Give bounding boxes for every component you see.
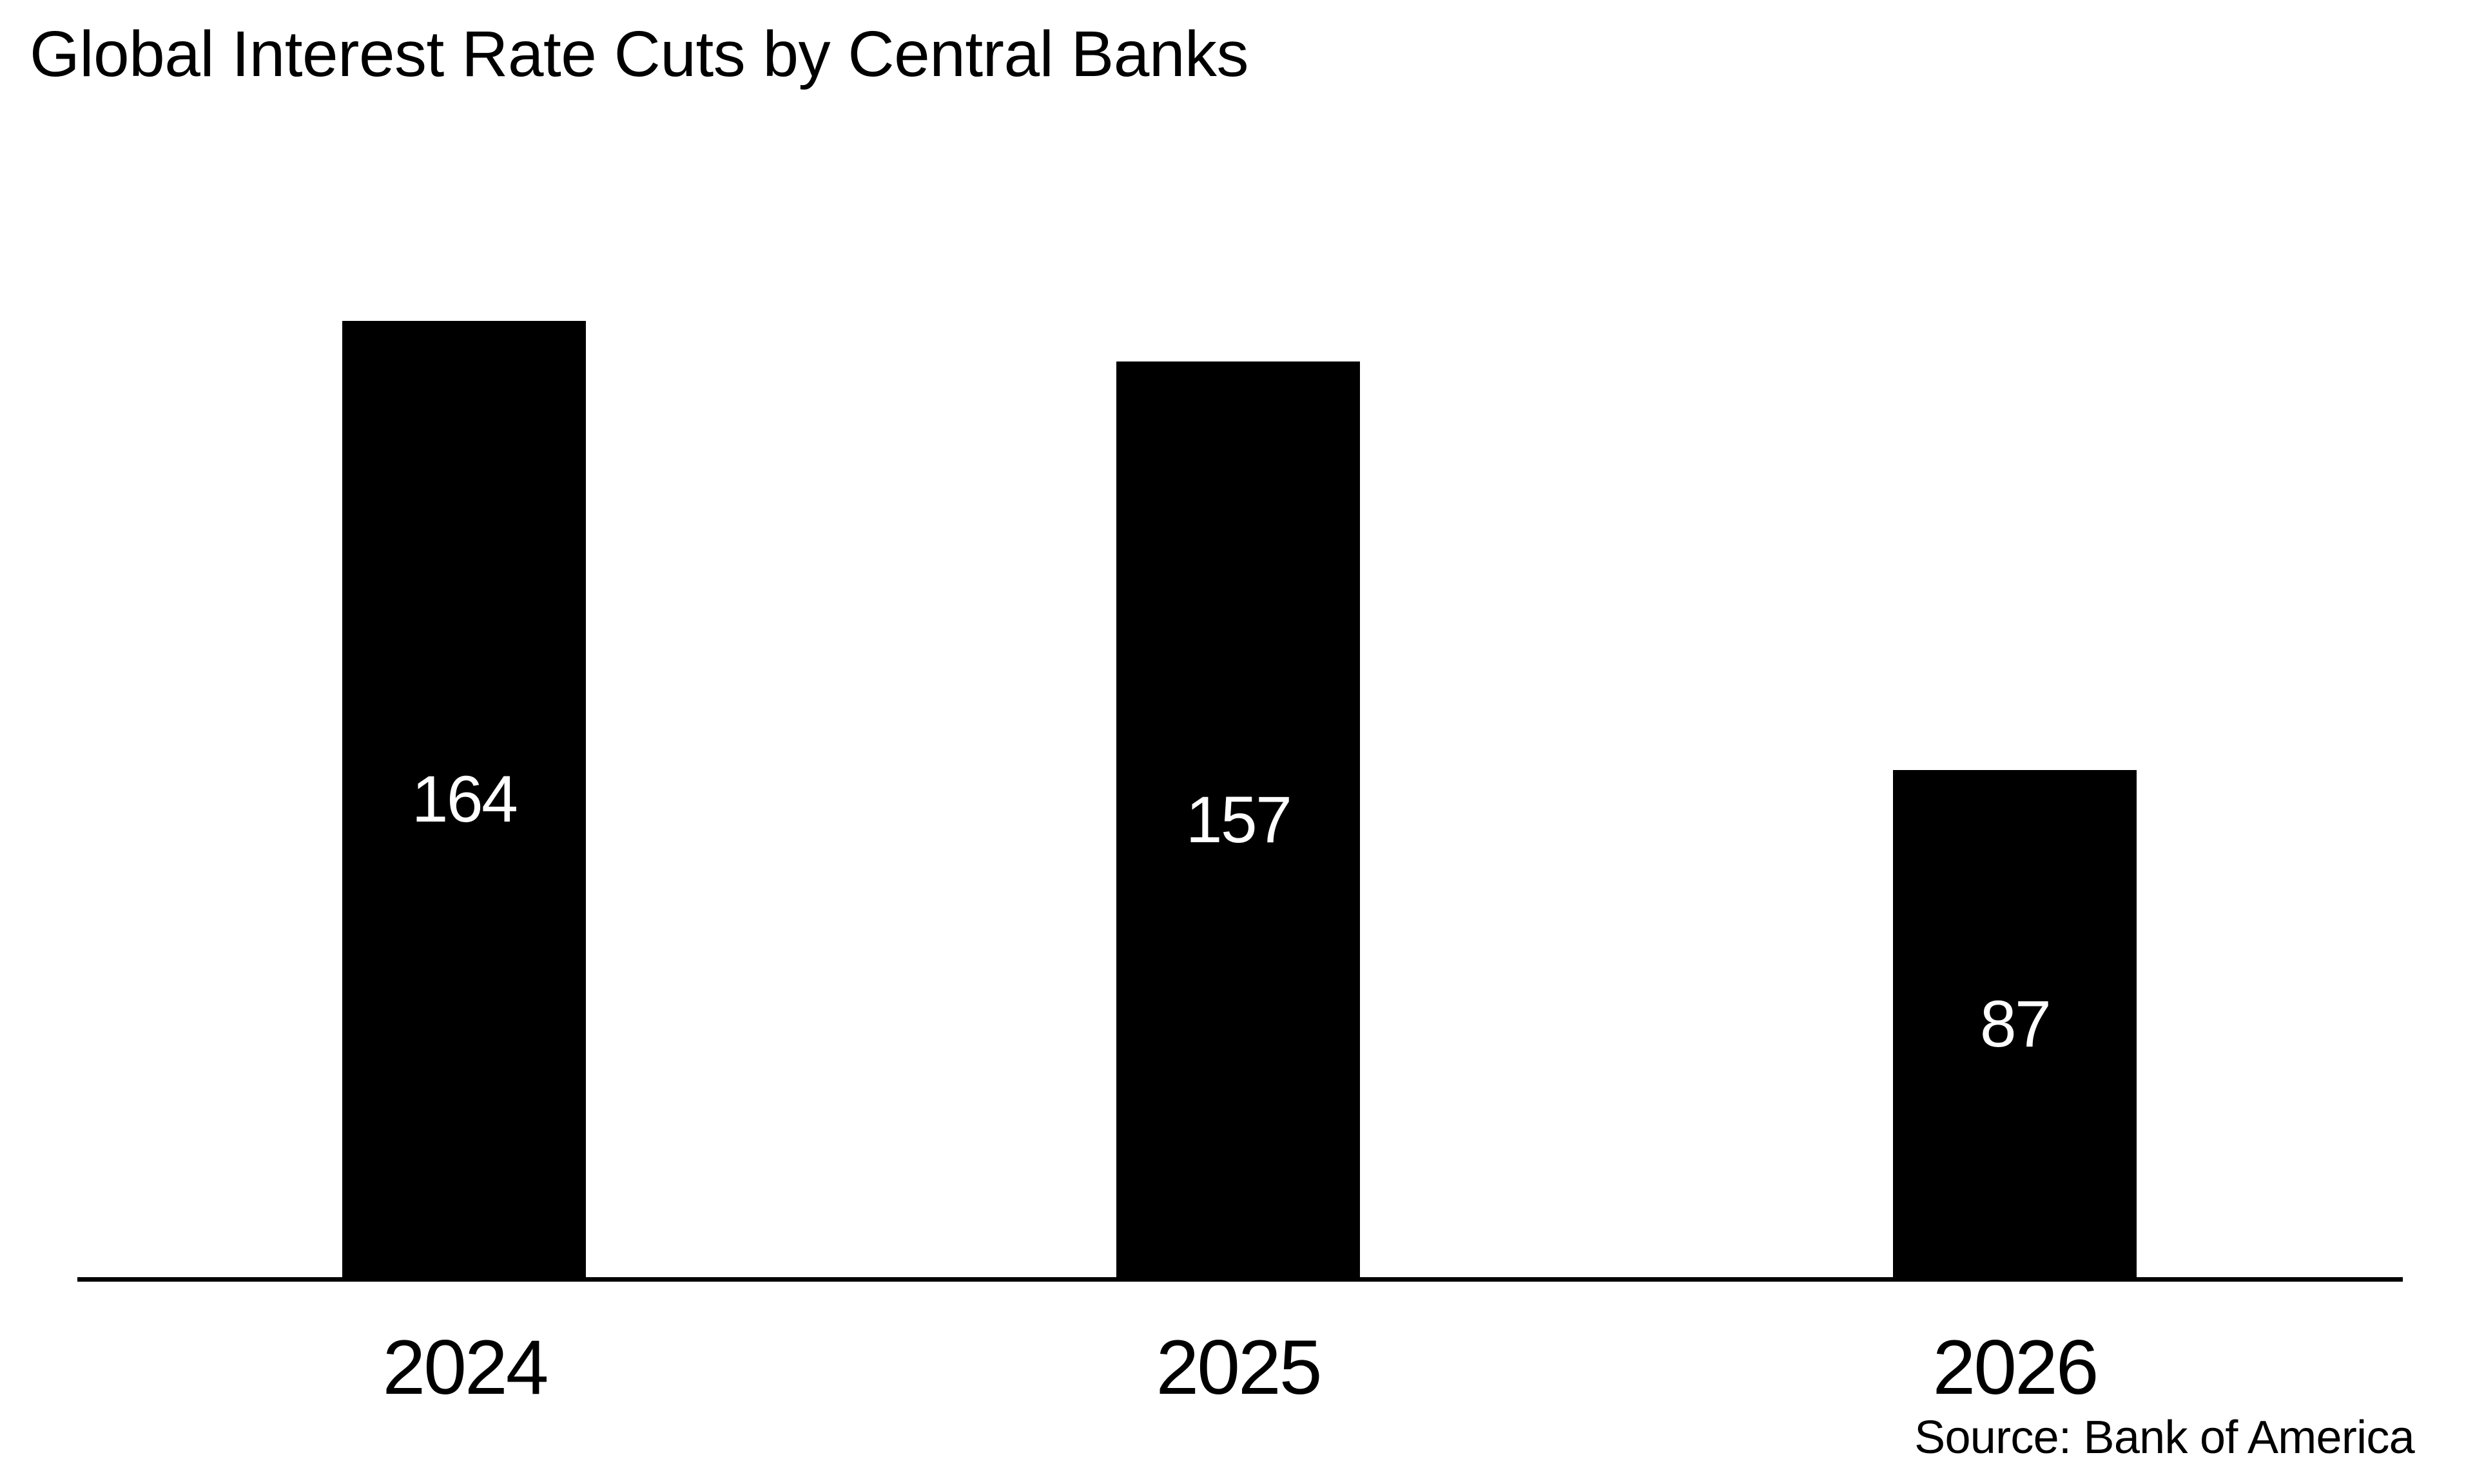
chart-title: Global Interest Rate Cuts by Central Ban… — [30, 18, 1249, 90]
bar-value-label-2026: 87 — [1979, 987, 2052, 1061]
bar-value-label-2024: 164 — [411, 762, 518, 836]
x-tick-label-2024: 2024 — [382, 1324, 549, 1411]
x-tick-label-2026: 2026 — [1932, 1324, 2099, 1411]
bar-2025: 157 — [1116, 361, 1360, 1277]
bar-value-label-2025: 157 — [1185, 782, 1292, 856]
bar-2024: 164 — [342, 321, 586, 1277]
x-axis-line — [77, 1277, 2403, 1282]
bar-2026: 87 — [1893, 770, 2137, 1277]
x-tick-label-2025: 2025 — [1156, 1324, 1323, 1411]
source-credit: Source: Bank of America — [1914, 1412, 2415, 1463]
